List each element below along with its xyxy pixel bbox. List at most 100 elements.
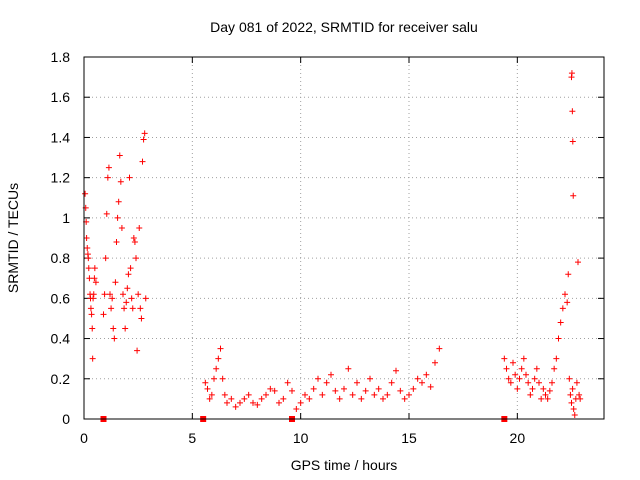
x-tick-label: 20 — [510, 430, 526, 446]
data-point — [228, 395, 235, 402]
data-point — [224, 399, 230, 406]
data-point — [380, 395, 386, 402]
data-point — [91, 275, 98, 282]
data-point — [371, 391, 378, 398]
data-point — [124, 285, 131, 292]
data-point — [362, 387, 369, 394]
data-point — [569, 108, 576, 115]
data-point — [245, 391, 252, 398]
y-tick-label: 0.6 — [51, 290, 71, 306]
data-point — [138, 315, 145, 322]
data-point — [567, 391, 574, 398]
data-point — [546, 387, 553, 394]
x-tick-label: 0 — [80, 430, 88, 446]
data-point — [88, 311, 95, 318]
data-point — [564, 299, 571, 306]
data-point — [284, 379, 291, 386]
y-tick-label: 0 — [62, 411, 70, 427]
data-point — [419, 379, 425, 386]
data-point — [219, 375, 226, 382]
data-point — [121, 305, 128, 312]
data-point — [85, 265, 92, 272]
data-point — [328, 371, 334, 378]
data-point — [123, 299, 130, 306]
data-point — [118, 224, 125, 231]
data-point — [315, 375, 321, 382]
grid — [84, 57, 604, 419]
data-point — [559, 305, 566, 312]
data-point — [141, 130, 148, 137]
data-point — [211, 375, 217, 382]
data-point — [107, 291, 113, 298]
data-point — [125, 271, 132, 278]
data-point — [126, 174, 133, 181]
data-point — [505, 375, 512, 382]
data-point — [354, 379, 360, 386]
data-point — [109, 295, 116, 302]
data-point — [90, 291, 97, 298]
data-point — [104, 174, 111, 181]
data-point — [531, 375, 538, 382]
data-point — [105, 164, 112, 171]
data-point — [319, 391, 326, 398]
data-point — [529, 385, 536, 392]
data-point — [336, 395, 343, 402]
data-point — [568, 399, 575, 406]
data-point — [128, 295, 135, 302]
data-point — [122, 325, 129, 332]
data-point — [406, 391, 412, 398]
data-point — [215, 355, 222, 362]
data-point — [139, 158, 146, 165]
data-point — [577, 395, 584, 402]
data-point — [135, 291, 142, 298]
data-point — [512, 371, 519, 378]
data-point — [410, 385, 417, 392]
data-point — [436, 345, 443, 352]
data-point — [553, 355, 560, 362]
data-point — [117, 178, 124, 185]
data-point — [254, 401, 261, 408]
data-point — [514, 385, 521, 392]
data-point — [332, 387, 339, 394]
data-point — [432, 359, 438, 366]
data-point — [565, 271, 572, 278]
y-tick-label: 0.8 — [51, 250, 71, 266]
data-point — [89, 355, 96, 362]
data-point — [213, 365, 220, 372]
data-point — [551, 365, 558, 372]
data-point — [137, 305, 144, 312]
data-point — [110, 325, 117, 332]
data-point — [516, 375, 523, 382]
data-point — [323, 379, 330, 386]
data-point — [568, 70, 575, 77]
data-point — [271, 387, 278, 394]
data-point — [102, 255, 109, 262]
data-point — [570, 192, 577, 199]
data-point — [111, 335, 118, 342]
data-point — [131, 239, 138, 246]
x-tick-label: 10 — [293, 430, 309, 446]
data-point — [555, 335, 562, 342]
data-point — [115, 198, 122, 205]
data-point — [101, 291, 108, 298]
data-point — [85, 255, 92, 262]
data-point — [202, 379, 209, 386]
data-point — [549, 379, 555, 386]
y-tick-label: 1.2 — [51, 170, 71, 186]
data-point — [393, 367, 399, 374]
data-point — [569, 138, 576, 145]
data-point — [576, 391, 583, 398]
data-point — [540, 385, 547, 392]
data-point — [237, 399, 243, 406]
data-point — [134, 347, 141, 354]
data-point — [208, 391, 215, 398]
data-point — [367, 375, 373, 382]
data-point — [569, 385, 576, 392]
data-point — [562, 291, 568, 298]
data-point — [204, 385, 211, 392]
data-point — [557, 319, 564, 326]
data-point — [566, 375, 573, 382]
data-point — [280, 395, 287, 402]
data-point — [267, 385, 274, 392]
data-point — [89, 325, 96, 332]
